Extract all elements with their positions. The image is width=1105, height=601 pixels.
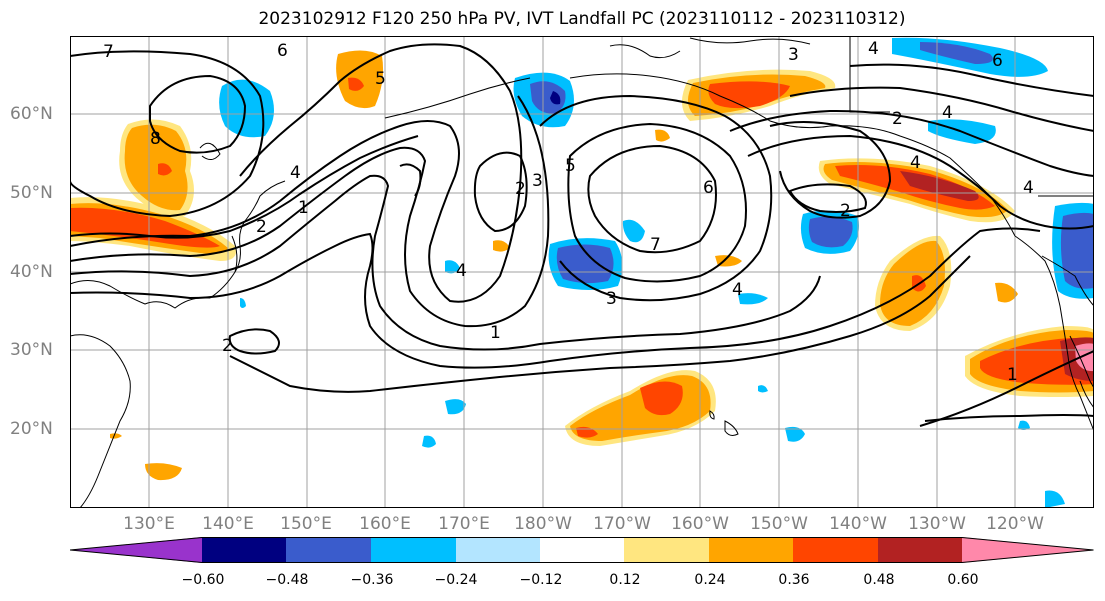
contour-label: 6: [277, 41, 288, 61]
colorbar-seg-10: [962, 537, 1094, 563]
lon-label: 160°E: [359, 514, 411, 534]
colorbar-seg-5: [540, 537, 625, 563]
lon-label: 160°W: [671, 514, 729, 534]
contour-label: 2: [515, 179, 526, 199]
contour-label: 5: [375, 69, 386, 89]
lon-label: 150°E: [280, 514, 332, 534]
colorbar-seg-9: [878, 537, 963, 563]
lon-label: 120°W: [986, 514, 1044, 534]
contour-label: 3: [788, 45, 799, 65]
colorbar-outline: [70, 537, 1094, 563]
coastlines: [70, 36, 1094, 508]
colorbar-seg-1: [202, 537, 287, 563]
contour-label: 4: [942, 103, 953, 123]
contour-label: 1: [490, 323, 501, 343]
colorbar-tick: −0.12: [519, 572, 563, 588]
colorbar-tick: −0.48: [265, 572, 309, 588]
contour-label: 8: [150, 129, 161, 149]
contour-label: 7: [103, 42, 114, 62]
gridlines: [70, 36, 1094, 508]
lon-label: 140°W: [829, 514, 887, 534]
contour-label: 2: [840, 201, 851, 221]
map-panel: 7 6 5 8 4 1 2 3 2 5 3 6 7 3 4 2 4 2 1 1 …: [70, 36, 1094, 508]
contour-label: 4: [910, 153, 921, 173]
contour-label: 1: [298, 198, 309, 218]
contour-label: 1: [1007, 365, 1018, 385]
contour-label: 4: [290, 163, 301, 183]
lat-label: 20°N: [10, 419, 53, 439]
colorbar-seg-2: [286, 537, 372, 563]
contour-label: 4: [868, 39, 879, 59]
lon-label: 130°E: [123, 514, 175, 534]
lon-label: 180°W: [514, 514, 572, 534]
colorbar-tick: 0.60: [947, 572, 979, 588]
contour-label: 2: [256, 217, 267, 237]
contour-label: 3: [532, 171, 543, 191]
colorbar-seg-6: [624, 537, 710, 563]
contour-label: 4: [456, 261, 467, 281]
colorbar-tick: −0.60: [181, 572, 225, 588]
contour-label: 7: [650, 235, 661, 255]
colorbar-tick: −0.36: [350, 572, 394, 588]
colorbar-tick: 0.24: [694, 572, 726, 588]
contour-label: 5: [565, 156, 576, 176]
colorbar-seg-8: [793, 537, 879, 563]
colorbar-seg-0: [70, 537, 202, 563]
colorbar-seg-3: [371, 537, 456, 563]
colorbar-tick: −0.24: [434, 572, 478, 588]
contour-label: 6: [703, 178, 714, 198]
pv-contours: [70, 43, 1094, 427]
contour-labels: 7 6 5 8 4 1 2 3 2 5 3 6 7 3 4 2 4 2 1 1 …: [103, 39, 1034, 385]
contour-label: 4: [1023, 178, 1034, 198]
lat-label: 40°N: [10, 262, 53, 282]
lon-label: 170°W: [593, 514, 651, 534]
contour-label: 2: [222, 336, 233, 356]
contour-label: 4: [732, 280, 743, 300]
contour-label: 6: [992, 51, 1003, 71]
map-title: 2023102912 F120 250 hPa PV, IVT Landfall…: [258, 9, 906, 29]
colorbar-seg-4: [456, 537, 541, 563]
lat-label: 50°N: [10, 183, 53, 203]
contour-label: 2: [892, 109, 903, 129]
contour-label: 3: [606, 289, 617, 309]
lon-label: 140°E: [202, 514, 254, 534]
lon-label: 150°W: [750, 514, 808, 534]
lat-label: 30°N: [10, 340, 53, 360]
lon-label: 130°W: [908, 514, 966, 534]
colorbar-seg-7: [709, 537, 794, 563]
colorbar-tick: 0.36: [778, 572, 810, 588]
colorbar-tick: 0.48: [863, 572, 895, 588]
colorbar-tick: 0.12: [609, 572, 641, 588]
map-frame: [70, 36, 1094, 508]
lon-label: 170°E: [438, 514, 490, 534]
colorbar: [70, 537, 1094, 563]
lat-label: 60°N: [10, 104, 53, 124]
